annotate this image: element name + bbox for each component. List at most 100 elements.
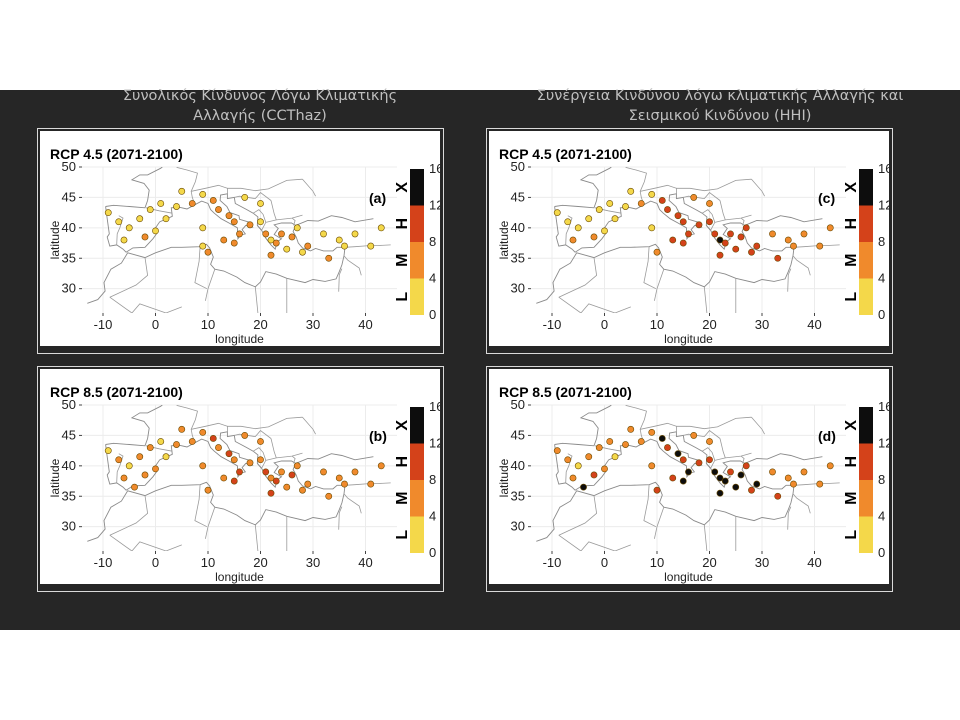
country-border [234, 192, 272, 201]
risk-point [648, 428, 656, 436]
country-border [740, 217, 745, 226]
risk-point [800, 468, 808, 476]
panel-frame-d [486, 366, 893, 592]
coastline [744, 215, 823, 226]
risk-point [737, 471, 745, 479]
country-border [302, 178, 316, 197]
risk-point [104, 209, 112, 217]
y-tick-label: 35 [62, 250, 76, 265]
risk-point [653, 248, 661, 256]
risk-point [178, 425, 186, 433]
y-tick-label: 45 [62, 189, 76, 204]
country-border [302, 416, 316, 435]
risk-point [679, 218, 687, 226]
risk-point [611, 453, 619, 461]
risk-point [569, 474, 577, 482]
risk-point [774, 492, 782, 500]
risk-point [341, 242, 348, 250]
risk-class-label: L [843, 292, 860, 302]
risk-point [721, 239, 729, 247]
x-tick-label: 10 [201, 555, 215, 570]
risk-point [288, 233, 296, 241]
country-border [338, 268, 343, 292]
country-border [205, 269, 216, 301]
risk-point [679, 239, 687, 247]
country-border [343, 255, 362, 276]
risk-point [146, 444, 154, 451]
risk-point [120, 474, 128, 482]
risk-point [136, 453, 144, 461]
scale-segment [859, 205, 873, 242]
risk-point [157, 438, 165, 445]
coastline [105, 405, 163, 447]
country-border [194, 484, 208, 528]
country-border [701, 447, 716, 469]
risk-point [706, 456, 713, 464]
y-tick-label: 30 [62, 281, 76, 296]
y-tick-label: 40 [62, 458, 76, 473]
risk-point [706, 218, 713, 226]
panel-label: (c) [818, 190, 835, 206]
risk-point [377, 462, 385, 470]
y-tick-label: 50 [62, 159, 76, 174]
risk-point [790, 480, 797, 488]
scale-tick-label: 12 [878, 436, 889, 451]
risk-point [601, 227, 608, 235]
risk-point [131, 483, 138, 491]
risk-point [272, 239, 280, 247]
coastline [554, 167, 612, 209]
x-axis-label: longitude [215, 570, 264, 584]
risk-point [716, 474, 724, 482]
scale-tick-label: 0 [429, 307, 436, 322]
risk-point [173, 203, 180, 210]
risk-point [141, 471, 149, 479]
scale-segment [410, 278, 424, 315]
risk-point [367, 242, 375, 250]
risk-class-label: M [394, 254, 411, 267]
risk-point [125, 224, 133, 232]
country-border [643, 246, 657, 290]
coastline [705, 463, 711, 469]
risk-point [257, 200, 264, 207]
country-border [109, 495, 149, 536]
scale-tick-label: 12 [429, 198, 440, 213]
risk-point [711, 230, 719, 238]
risk-point [115, 218, 123, 226]
risk-point [325, 492, 333, 500]
risk-point [293, 462, 301, 470]
map-svg: -10 0 10 20 30 403035404550longitudelatitudeR… [497, 146, 889, 346]
risk-point [188, 438, 196, 445]
right-column-title: Συνέργεια Κινδύνου λόγω κλιματικής Αλλαγ… [536, 88, 904, 124]
country-border [270, 200, 277, 221]
risk-point [742, 224, 750, 232]
risk-class-label: L [843, 530, 860, 540]
risk-point [199, 462, 207, 470]
country-border [751, 178, 765, 197]
country-border [565, 215, 573, 245]
risk-point [288, 471, 296, 479]
scale-segment [859, 516, 873, 553]
risk-point [225, 212, 233, 220]
risk-point [674, 212, 682, 220]
risk-point [278, 230, 285, 238]
risk-class-label: L [394, 530, 411, 540]
y-tick-label: 35 [62, 488, 76, 503]
scale-tick-label: 4 [878, 271, 885, 286]
x-tick-label: 40 [358, 555, 372, 570]
country-border [654, 269, 665, 301]
plot-background [531, 405, 846, 551]
risk-point [152, 227, 159, 235]
risk-point [590, 233, 598, 241]
country-border [176, 405, 198, 430]
country-border [252, 447, 267, 469]
risk-point [685, 230, 692, 238]
scale-segment [859, 169, 873, 206]
x-axis-label: longitude [215, 332, 264, 346]
y-tick-label: 30 [511, 519, 525, 534]
risk-point [377, 224, 385, 232]
risk-point [690, 194, 698, 201]
country-border [338, 506, 343, 530]
x-tick-label: 10 [201, 317, 215, 332]
y-tick-label: 40 [511, 220, 525, 235]
scale-tick-label: 0 [429, 545, 436, 560]
